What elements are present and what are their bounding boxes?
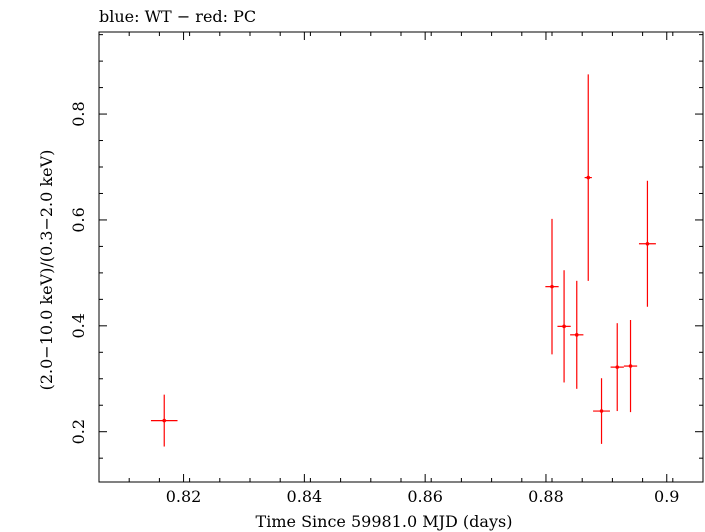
point-marker	[574, 333, 579, 337]
y-tick-label: 0.6	[69, 207, 88, 232]
point-marker	[615, 365, 620, 369]
data-points	[150, 74, 656, 447]
x-tick-label: 0.84	[287, 487, 323, 506]
data-point	[593, 378, 610, 444]
data-point	[638, 180, 656, 307]
x-axis-label: Time Since 59981.0 MJD (days)	[256, 512, 513, 531]
x-tick-label: 0.9	[654, 487, 679, 506]
point-marker	[628, 364, 633, 368]
point-marker	[586, 175, 591, 180]
data-point	[557, 270, 571, 383]
y-axis: 0.2 0.4 0.6 0.8	[69, 34, 703, 459]
plot-frame	[98, 31, 704, 483]
data-point	[570, 280, 584, 389]
data-point	[623, 320, 638, 413]
x-tick-label: 0.86	[407, 487, 443, 506]
y-tick-label: 0.2	[69, 419, 88, 444]
point-marker	[562, 324, 566, 329]
data-point	[584, 74, 592, 281]
chart-title: blue: WT − red: PC	[99, 7, 256, 26]
point-marker	[550, 284, 554, 289]
x-tick-label: 0.82	[166, 487, 202, 506]
data-point	[545, 218, 559, 355]
data-point	[610, 323, 624, 412]
y-tick-label: 0.4	[69, 313, 88, 338]
x-tick-label: 0.88	[528, 487, 564, 506]
y-tick-label: 0.8	[69, 101, 88, 126]
data-point	[150, 394, 178, 447]
point-marker	[645, 241, 650, 246]
x-axis: 0.82 0.84 0.86 0.88 0.9	[98, 32, 704, 506]
point-marker	[599, 409, 604, 413]
y-axis-label: (2.0−10.0 keV)/(0.3−2.0 keV)	[37, 150, 56, 391]
point-marker	[162, 418, 167, 423]
